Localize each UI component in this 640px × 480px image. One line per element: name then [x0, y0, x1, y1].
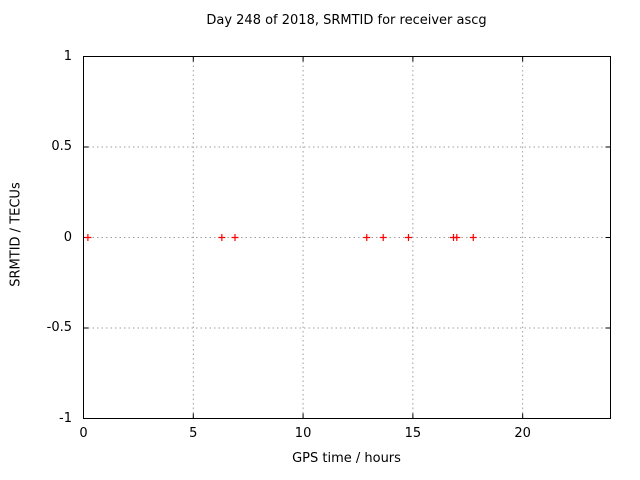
data-point-marker [404, 234, 412, 241]
x-tick-label: 15 [404, 426, 422, 441]
tick-layer [83, 56, 611, 419]
data-series-srmtid [84, 234, 477, 241]
data-point-marker [379, 234, 387, 241]
data-point-marker [469, 234, 477, 241]
y-tick-label: 0 [63, 229, 72, 245]
data-point-marker [363, 234, 371, 241]
x-tick-label: 20 [514, 426, 531, 441]
x-tick-label: 0 [79, 426, 88, 441]
x-tick-label: 5 [189, 426, 198, 441]
data-point-marker [218, 234, 226, 241]
grid-layer [83, 56, 611, 419]
data-point-marker [453, 234, 461, 241]
y-tick-label: 1 [63, 48, 72, 64]
chart-title: Day 248 of 2018, SRMTID for receiver asc… [206, 13, 487, 28]
x-tick-label: 10 [294, 426, 312, 441]
y-tick-label: -0.5 [46, 320, 72, 335]
y-tick-label: -1 [59, 410, 72, 426]
x-axis-label: GPS time / hours [292, 451, 401, 466]
data-point-marker [231, 234, 239, 241]
data-point-marker [84, 234, 92, 241]
plot-border [83, 56, 611, 419]
y-tick-label: 0.5 [51, 139, 72, 154]
